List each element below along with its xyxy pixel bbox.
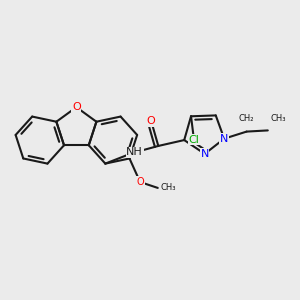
Text: O: O	[136, 177, 145, 187]
Text: O: O	[136, 177, 144, 187]
Text: O: O	[72, 102, 81, 112]
Text: N: N	[200, 149, 209, 159]
Text: CH₃: CH₃	[160, 183, 176, 192]
Text: O: O	[147, 116, 156, 126]
Text: CH₂: CH₂	[239, 114, 254, 123]
Text: Cl: Cl	[188, 135, 200, 145]
Text: CH₃: CH₃	[270, 114, 286, 123]
Text: NH: NH	[126, 147, 143, 158]
Text: N: N	[220, 134, 228, 144]
